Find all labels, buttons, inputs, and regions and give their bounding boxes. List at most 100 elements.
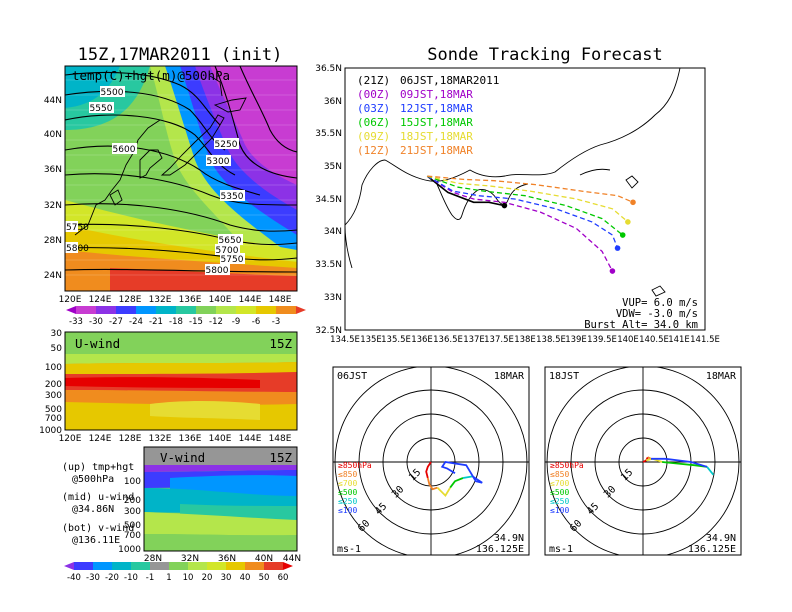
lat-tick: 32N [181, 554, 199, 564]
contour-label: 5650 [219, 236, 242, 246]
legend-init: (00Z) [357, 88, 390, 101]
lon-tick: 139E [565, 335, 587, 345]
hodo-level-label: ≤100 [338, 506, 357, 515]
track-y-ticks: 36.5N 36N 35.5N 35N 34.5N 34N 33.5N 33N … [315, 64, 342, 336]
note-line: @34.86N [72, 504, 114, 515]
lat-tick: 32N [44, 201, 62, 211]
hodo-level-label: ≤250 [338, 497, 357, 506]
hodo-date: 18MAR [494, 371, 525, 382]
lat-tick: 40N [255, 554, 273, 564]
hodo-segment [462, 475, 473, 479]
u-wind-time: 15Z [269, 336, 292, 351]
legend-label: 21JST,18MAR [400, 144, 473, 157]
contour-label [214, 138, 239, 149]
contour-label [112, 143, 137, 154]
lon-tick: 137E [463, 335, 485, 345]
lat-tick: 24N [44, 271, 62, 281]
pressure-tick: 700 [45, 414, 62, 424]
colorbar-tick: -18 [169, 317, 183, 327]
contour-label [205, 264, 230, 275]
tracking-map: (21Z) 06JST,18MAR2011 (00Z) 09JST,18MAR … [344, 67, 706, 331]
contour-label: 5550 [90, 104, 113, 114]
colorbar-tick: -3 [272, 317, 280, 327]
legend-init: (12Z) [357, 144, 390, 157]
contour-label [100, 86, 125, 97]
sonde-tracks [426, 175, 636, 274]
contour-label: 5600 [113, 145, 136, 155]
pressure-tick: 50 [51, 344, 63, 354]
contour-label [65, 221, 78, 232]
colorbar-tick: -12 [209, 317, 223, 327]
left-title: 15Z,17MAR2011 (init) [78, 45, 283, 65]
contour-label: 5250 [215, 140, 238, 150]
lon-tick: 144E [239, 434, 262, 444]
track-line [426, 175, 505, 207]
pressure-tick: 200 [45, 380, 62, 390]
hodo-segment [440, 461, 483, 484]
hodo-lat: 34.9N [706, 533, 736, 544]
hodo-lon: 136.125E [476, 544, 524, 555]
colorbar-tick: 10 [183, 573, 194, 583]
lat-tick: 36N [44, 165, 62, 175]
contour-label: 5750 [66, 223, 89, 233]
lat-tick: 36.5N [315, 64, 342, 74]
lon-tick: 135.5E [381, 335, 411, 345]
lon-tick: 138.5E [536, 335, 566, 345]
lat-tick: 28N [144, 554, 162, 564]
v-wind-y-ticks: 100 200 300 500 700 1000 [118, 477, 141, 555]
lat-tick: 44N [283, 554, 301, 564]
lon-tick: 128E [119, 434, 142, 444]
legend-init: (21Z) [357, 74, 390, 87]
lat-tick: 35N [324, 162, 342, 172]
hodo-level-label: ≥850hPa [550, 461, 584, 470]
hodo-level-label: ≤850 [550, 470, 569, 479]
lon-tick: 135E [360, 335, 382, 345]
track-line [426, 175, 619, 249]
colorbar-tick: -6 [252, 317, 260, 327]
colorbar-tick: -27 [109, 317, 123, 327]
pressure-tick: 200 [124, 496, 141, 506]
contour-label: 5350 [221, 192, 244, 202]
lon-tick: 144E [239, 295, 262, 305]
hodo-segment [651, 457, 708, 468]
colorbar-tick: -9 [232, 317, 240, 327]
hodo-segment [436, 486, 451, 498]
lon-tick: 141.5E [690, 335, 720, 345]
lat-tick: 28N [44, 236, 62, 246]
colorbar-tick: -30 [89, 317, 103, 327]
hodo-segment [449, 477, 464, 489]
top-map-label: temp(C)+hgt(m)@500hPa [72, 68, 230, 83]
lon-tick: 136E [411, 335, 433, 345]
hodo-lat: 34.9N [494, 533, 524, 544]
track-legend: (21Z) 06JST,18MAR2011 (00Z) 09JST,18MAR … [357, 74, 499, 157]
track-endpoint [619, 232, 626, 238]
u-wind-label: U-wind [75, 336, 120, 351]
legend-init: (09Z) [357, 130, 390, 143]
lat-tick: 33N [324, 293, 342, 303]
lon-tick: 140E [209, 434, 232, 444]
legend-label: 12JST,18MAR [400, 102, 473, 115]
colorbar-tick: -15 [189, 317, 203, 327]
pressure-tick: 300 [45, 391, 62, 401]
colorbar-tick: 30 [221, 573, 232, 583]
pressure-tick: 100 [124, 477, 141, 487]
lat-tick: 44N [44, 96, 62, 106]
lon-tick: 148E [269, 295, 292, 305]
v-wind-time: 15Z [269, 450, 292, 465]
hodo-time: 18JST [549, 371, 579, 382]
legend-label: 06JST,18MAR2011 [400, 74, 499, 87]
pressure-tick: 300 [124, 507, 141, 517]
hodo-date: 18MAR [706, 371, 737, 382]
lon-tick: 120E [59, 434, 82, 444]
track-endpoint [625, 219, 631, 225]
hodo-segment [426, 477, 438, 491]
contour-label [220, 190, 245, 201]
lon-tick: 136E [179, 295, 202, 305]
v-wind-label: V-wind [160, 450, 205, 465]
lon-tick: 148E [269, 434, 292, 444]
hodo-level-label: ≤500 [550, 488, 569, 497]
v-wind-x-ticks: 28N 32N 36N 40N 44N [144, 554, 301, 564]
track-endpoint [609, 268, 616, 274]
hodo2-line [642, 456, 715, 476]
hodo-level-label: ≤100 [550, 506, 569, 515]
